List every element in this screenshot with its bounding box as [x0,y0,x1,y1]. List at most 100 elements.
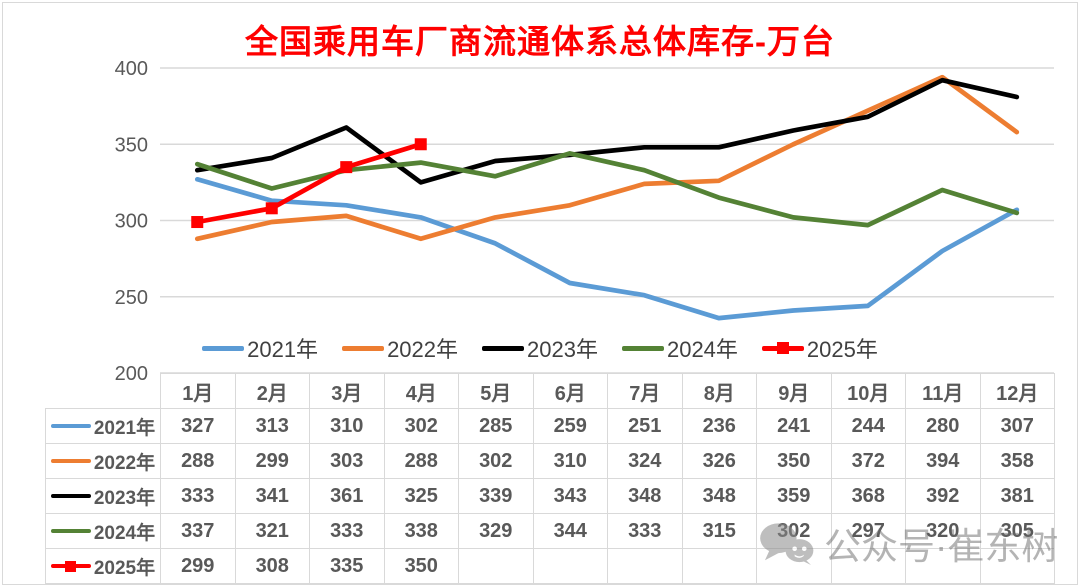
cell-2023-m2: 341 [234,478,310,514]
col-header-m11: 11月 [905,373,981,409]
y-axis-label-350: 350 [115,134,148,156]
cell-2022-m8: 326 [681,443,757,479]
cell-2024-m8: 315 [681,513,757,549]
cell-2024-m6: 344 [532,513,608,549]
col-header-m2: 2月 [234,373,310,409]
square-marker-icon [776,342,789,354]
row-label-2022: 2022年 [45,443,161,479]
cell-2022-m10: 372 [830,443,906,479]
cell-2023-m9: 359 [756,478,832,514]
cell-2024-m7: 333 [607,513,683,549]
cell-2021-m11: 280 [905,408,981,444]
cell-2024-m11: 320 [905,513,981,549]
col-header-m8: 8月 [681,373,757,409]
chart-title: 全国乘用车厂商流通体系总体库存-万台 [245,23,835,60]
cell-2025-m3: 335 [309,548,385,584]
cell-2025-m12 [979,548,1055,584]
cell-2025-m1: 299 [160,548,236,584]
cell-2025-m7 [607,548,683,584]
cell-2021-m6: 259 [532,408,608,444]
cell-2022-m4: 288 [383,443,459,479]
cell-2021-m10: 244 [830,408,906,444]
legend-item-2025: 2025年 [761,332,878,364]
table-row-2021: 2021年 327 313 310 302 285 259 251 236 241 244 280 30… [45,408,1055,444]
row-swatch-2024 [50,528,91,534]
cell-2025-m5 [458,548,534,584]
cell-2021-m12: 307 [979,408,1055,444]
y-axis-label-250: 250 [115,287,148,309]
table-row-2023: 2023年 333 341 361 325 339 343 348 348 359 368 392 38… [45,478,1055,514]
row-label-text: 2025年 [93,557,156,579]
row-label-2024: 2024年 [45,513,161,549]
row-label-2021: 2021年 [45,408,161,444]
cell-2022-m11: 394 [905,443,981,479]
cell-2024-m10: 297 [830,513,906,549]
cell-2023-m11: 392 [905,478,981,514]
legend-swatch-2025 [761,342,804,354]
row-swatch-2021 [50,423,91,429]
row-swatch-2025 [50,560,91,572]
cell-2021-m3: 310 [309,408,385,444]
row-swatch-2023 [50,493,91,499]
data-table: 1月 2月 3月 4月 5月 6月 7月 8月 9月 10月 11月 12月 2021年 327 313 31… [45,373,1055,584]
marker-2025-m3 [340,161,353,174]
cell-2023-m5: 339 [458,478,534,514]
cell-2022-m7: 324 [607,443,683,479]
cell-2021-m7: 251 [607,408,683,444]
cell-2023-m12: 381 [979,478,1055,514]
row-label-2025: 2025年 [45,548,161,584]
cell-2024-m12: 305 [979,513,1055,549]
series-line-2022 [194,74,1020,242]
cell-2024-m3: 333 [309,513,385,549]
cell-2024-m9: 302 [756,513,832,549]
cell-2022-m5: 302 [458,443,534,479]
table-header-row: 1月 2月 3月 4月 5月 6月 7月 8月 9月 10月 11月 12月 [46,373,1055,409]
row-label-text: 2021年 [93,417,156,439]
cell-2021-m5: 285 [458,408,534,444]
cell-2023-m6: 343 [532,478,608,514]
table-row-2024: 2024年 337 321 333 338 329 344 333 315 302 297 320 30… [45,513,1055,549]
table-corner-blank [46,374,161,409]
y-axis-label-400: 400 [115,58,148,80]
cell-2025-m8 [681,548,757,584]
table-row-2022: 2022年 288 299 303 288 302 310 324 326 350 372 394 35… [45,443,1055,479]
table-row-2025: 2025年 299 308 335 350 [45,548,1055,584]
cell-2021-m8: 236 [681,408,757,444]
col-header-m5: 5月 [458,373,534,409]
cell-2021-m4: 302 [383,408,459,444]
legend-swatch-2021 [202,345,245,351]
legend-label: 2024年 [666,337,738,362]
y-axis-label-200: 200 [115,363,148,385]
cell-2024-m1: 337 [160,513,236,549]
marker-2025-m1 [191,216,204,229]
y-axis-label-300: 300 [115,211,148,233]
cell-2022-m9: 350 [756,443,832,479]
legend-swatch-2024 [621,345,664,351]
col-header-m6: 6月 [532,373,608,409]
legend-swatch-2023 [482,345,525,351]
cell-2025-m9 [756,548,832,584]
cell-2021-m2: 313 [234,408,310,444]
chart-legend: 2021年 2022年 2023年 2024年 2025年 [0,333,1080,363]
cell-2023-m8: 348 [681,478,757,514]
cell-2024-m2: 321 [234,513,310,549]
cell-2022-m1: 288 [160,443,236,479]
legend-label: 2021年 [247,337,319,362]
cell-2025-m4: 350 [383,548,459,584]
legend-label: 2022年 [387,337,459,362]
legend-item-2021: 2021年 [202,332,318,364]
col-header-m1: 1月 [160,373,236,409]
col-header-m3: 3月 [309,373,385,409]
series-line-2025 [194,141,424,225]
cell-2024-m5: 329 [458,513,534,549]
row-label-2023: 2023年 [45,478,161,514]
legend-label: 2023年 [527,337,598,362]
cell-2025-m6 [532,548,608,584]
cell-2025-m10 [830,548,906,584]
series-line-2024 [194,151,1020,228]
row-label-text: 2024年 [93,522,156,544]
cell-2024-m4: 338 [383,513,459,549]
col-header-m12: 12月 [979,373,1055,409]
cell-2023-m4: 325 [383,478,459,514]
